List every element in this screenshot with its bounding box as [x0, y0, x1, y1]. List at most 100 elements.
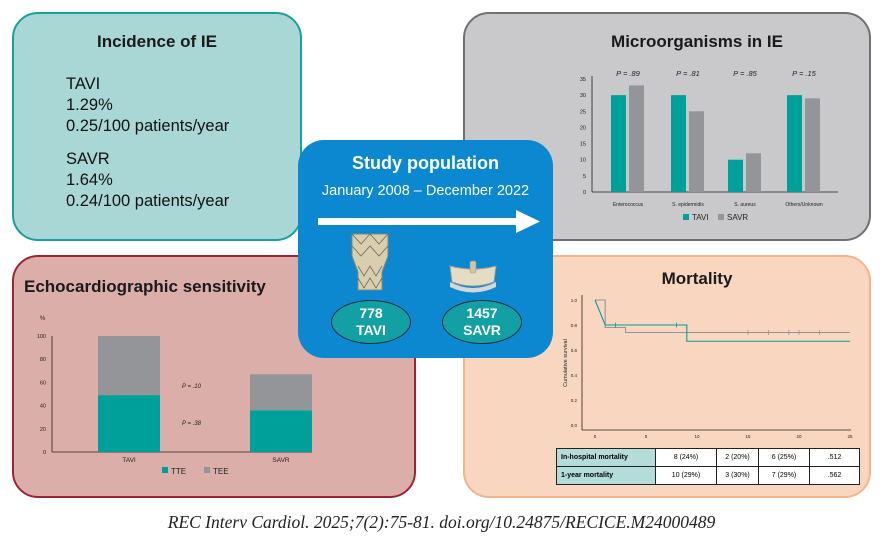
y-tick-label: 0	[583, 190, 586, 196]
study-title: Study population	[352, 153, 499, 173]
p-value-label: P = .10	[182, 384, 202, 390]
y-tick-label: 15	[580, 142, 586, 148]
tavi-count: 778	[359, 305, 383, 321]
bar-tavi	[671, 95, 686, 192]
citation-caption: REC Interv Cardiol. 2025;7(2):75-81. doi…	[167, 512, 716, 532]
tavi-valve-icon	[351, 233, 389, 291]
y-tick-label: 35	[580, 77, 586, 83]
y-tick-label: 0.6	[571, 348, 578, 353]
y-tick-label: 5	[583, 174, 586, 180]
y-axis-label: %	[40, 316, 46, 322]
tavi-count-label: TAVI	[356, 322, 386, 338]
x-tick-label: S. aureus	[734, 202, 756, 208]
p-value-label: P = .85	[733, 69, 758, 78]
savr-count-badge: 1457 SAVR	[442, 300, 522, 344]
bar-savr	[689, 111, 704, 192]
incidence-title: Incidence of IE	[97, 32, 217, 51]
tavi-label: TAVI	[66, 75, 101, 93]
table-cell: 6 (25%)	[758, 448, 810, 467]
legend-label: TAVI	[692, 213, 709, 222]
incidence-panel: Incidence of IE TAVI 1.29% 0.25/100 pati…	[12, 12, 302, 241]
mortality-title: Mortality	[661, 269, 733, 288]
x-tick-label: Enterococcus	[613, 202, 644, 208]
table-cell: 3 (30%)	[716, 466, 759, 485]
y-tick-label: 100	[37, 334, 46, 340]
legend-label: TEE	[213, 467, 229, 476]
table-cell: .562	[809, 466, 860, 485]
x-tick-label: SAVR	[272, 457, 290, 464]
y-tick-label: 20	[40, 427, 46, 433]
bar-tavi	[611, 95, 626, 192]
table-cell: .512	[809, 448, 860, 467]
y-tick-label: 0.8	[571, 323, 578, 328]
table-cell: 2 (20%)	[716, 448, 759, 467]
timeline-arrow-icon	[318, 210, 540, 233]
x-tick-label: Others/Unknown	[785, 202, 822, 208]
microorganisms-title: Microorganisms in IE	[611, 32, 783, 51]
p-value-label: P = .81	[676, 69, 700, 78]
savr-pct: 1.64%	[66, 171, 113, 189]
savr-valve-icon	[449, 260, 497, 293]
legend-label: SAVR	[727, 213, 748, 222]
x-tick-label: 15	[745, 434, 751, 439]
legend-swatch	[204, 467, 210, 473]
bar-tavi	[728, 159, 743, 192]
bar-savr	[746, 153, 761, 192]
x-tick-label: S. epidermidis	[672, 202, 704, 208]
bar-tee	[250, 374, 312, 411]
tavi-rate: 0.25/100 patients/year	[66, 117, 230, 135]
table-cell: In-hospital mortality	[556, 448, 656, 467]
y-axis-label: Cumulative survival	[563, 339, 569, 387]
incidence-savr: SAVR 1.64% 0.24/100 patients/year	[66, 149, 229, 212]
tavi-pct: 1.29%	[66, 96, 113, 114]
study-period: January 2008 – December 2022	[321, 183, 530, 199]
p-value-label: P = .15	[792, 69, 817, 78]
y-tick-label: 0.2	[571, 398, 578, 403]
y-tick-label: 0.0	[571, 423, 578, 428]
bar-savr	[629, 85, 644, 192]
y-tick-label: 40	[40, 404, 46, 410]
y-tick-label: 10	[580, 158, 586, 164]
savr-label: SAVR	[66, 150, 110, 168]
table-cell: 7 (29%)	[758, 466, 810, 485]
table-row: In-hospital mortality 8 (24%) 2 (20%) 6 …	[556, 448, 860, 467]
table-cell: 8 (24%)	[655, 448, 717, 467]
tavi-count-badge: 778 TAVI	[331, 300, 411, 344]
y-tick-label: 25	[580, 109, 586, 115]
bar-tte	[98, 395, 160, 452]
bar-tavi	[787, 95, 802, 192]
savr-rate: 0.24/100 patients/year	[66, 192, 230, 210]
legend-swatch	[162, 467, 168, 473]
legend-label: TTE	[171, 467, 186, 476]
mortality-table: In-hospital mortality 8 (24%) 2 (20%) 6 …	[556, 448, 860, 485]
echo-title: Echocardiographic sensitivity	[24, 277, 266, 296]
y-tick-label: 30	[580, 93, 586, 99]
bar-tte	[250, 410, 312, 452]
y-tick-label: 80	[40, 357, 46, 363]
x-tick-label: 5	[645, 434, 648, 439]
bar-tee	[98, 336, 160, 396]
y-tick-label: 20	[580, 125, 586, 131]
y-tick-label: 60	[40, 380, 46, 386]
y-tick-label: 0.4	[571, 373, 578, 378]
survival-curve-gray	[595, 299, 850, 334]
table-row: 1-year mortality 10 (29%) 3 (30%) 7 (29%…	[556, 466, 860, 485]
x-tick-label: 0	[594, 434, 597, 439]
y-tick-label: 0	[43, 450, 46, 456]
bar-savr	[805, 98, 820, 192]
savr-count: 1457	[466, 305, 498, 321]
p-value-label: P = .38	[182, 421, 202, 427]
y-tick-label: 1.0	[571, 298, 578, 303]
table-cell: 10 (29%)	[655, 466, 717, 485]
x-tick-label: 25	[847, 434, 853, 439]
table-cell: 1-year mortality	[556, 466, 656, 485]
survival-curve-teal	[594, 299, 850, 342]
p-value-label: P = .89	[616, 69, 641, 78]
incidence-tavi: TAVI 1.29% 0.25/100 patients/year	[66, 74, 229, 137]
x-tick-label: 20	[796, 434, 802, 439]
x-tick-label: 10	[694, 434, 700, 439]
legend-swatch	[718, 214, 724, 220]
legend-swatch	[683, 214, 689, 220]
savr-count-label: SAVR	[463, 322, 501, 338]
